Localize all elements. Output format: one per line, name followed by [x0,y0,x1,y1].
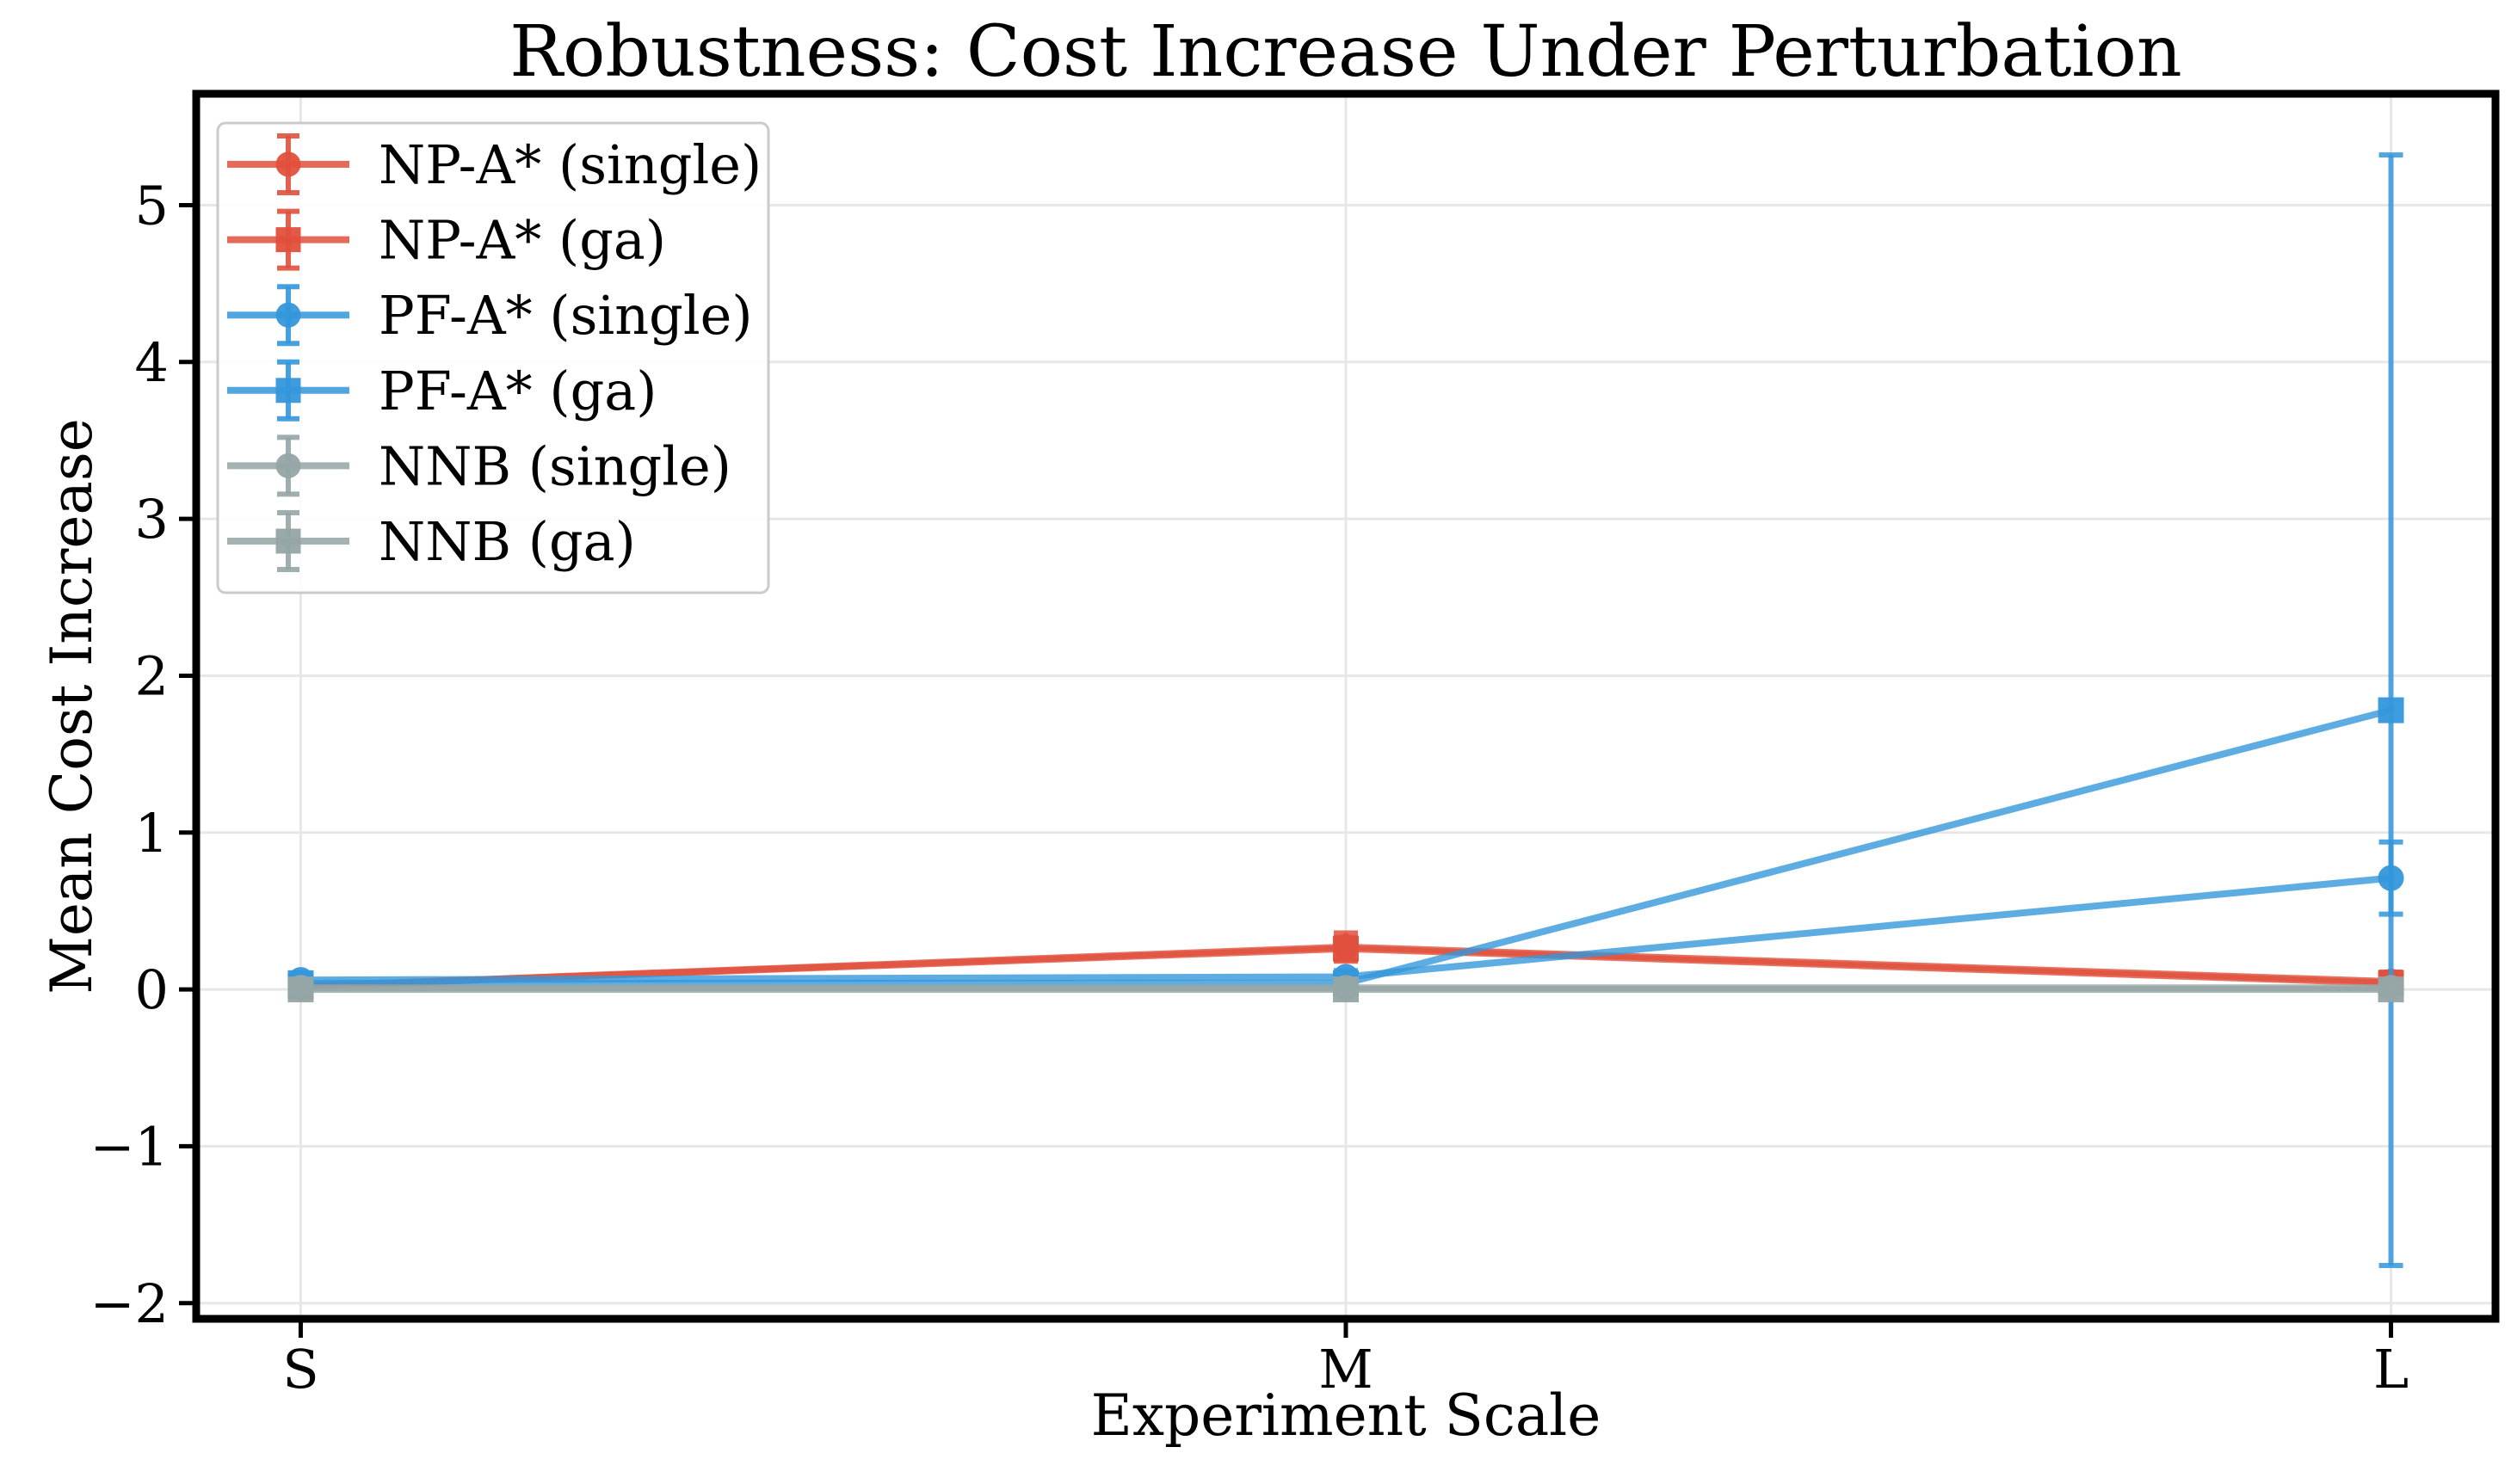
legend-item: NNB (ga) [227,510,636,573]
legend-label: NP-A* (single) [379,133,762,196]
legend-box [216,121,770,594]
legend-marker-circle [275,453,301,478]
y-tick-label: −2 [90,1272,169,1335]
y-tick-label: 3 [135,488,169,551]
legend-label: PF-A* (single) [379,284,753,347]
chart-title: Robustness: Cost Increase Under Perturba… [509,11,2182,93]
legend-item: PF-A* (single) [227,284,753,347]
data-point-marker-pf-a-ga [2378,697,2404,724]
legend-marker-square [275,528,301,554]
legend-item: NNB (single) [227,434,731,497]
legend-marker-circle [275,151,301,177]
data-point-marker-np-a-ga [1333,935,1359,962]
legend-label: PF-A* (ga) [379,360,657,422]
legend-marker-square [275,378,301,403]
legend-item: PF-A* (ga) [227,359,657,422]
legend-label: NP-A* (ga) [379,209,666,272]
legend: NP-A* (single) NP-A* (ga) PF-A* (single) PF… [216,121,770,594]
legend-label: NNB (single) [379,434,731,497]
x-tick-label: L [2373,1338,2409,1401]
x-tick-label: S [282,1338,318,1401]
y-tick-label: 1 [135,802,169,865]
legend-marker-circle [275,302,301,328]
x-axis-label: Experiment Scale [1090,1382,1601,1449]
y-tick-label: 5 [135,174,169,237]
y-tick-label: 0 [135,958,169,1021]
legend-label: NNB (ga) [379,510,636,573]
data-point-marker-nnb-ga [2378,976,2404,1003]
y-tick-label: 2 [135,644,169,707]
legend-item: NP-A* (single) [227,133,762,196]
data-point-marker-nnb-ga [1333,976,1359,1003]
data-point-marker-nnb-ga [287,976,314,1003]
x-tick-label: M [1318,1338,1373,1401]
y-tick-label: −1 [90,1115,169,1178]
y-tick-label: 4 [135,331,169,394]
legend-item: NP-A* (ga) [227,208,666,272]
legend-marker-square [275,227,301,253]
